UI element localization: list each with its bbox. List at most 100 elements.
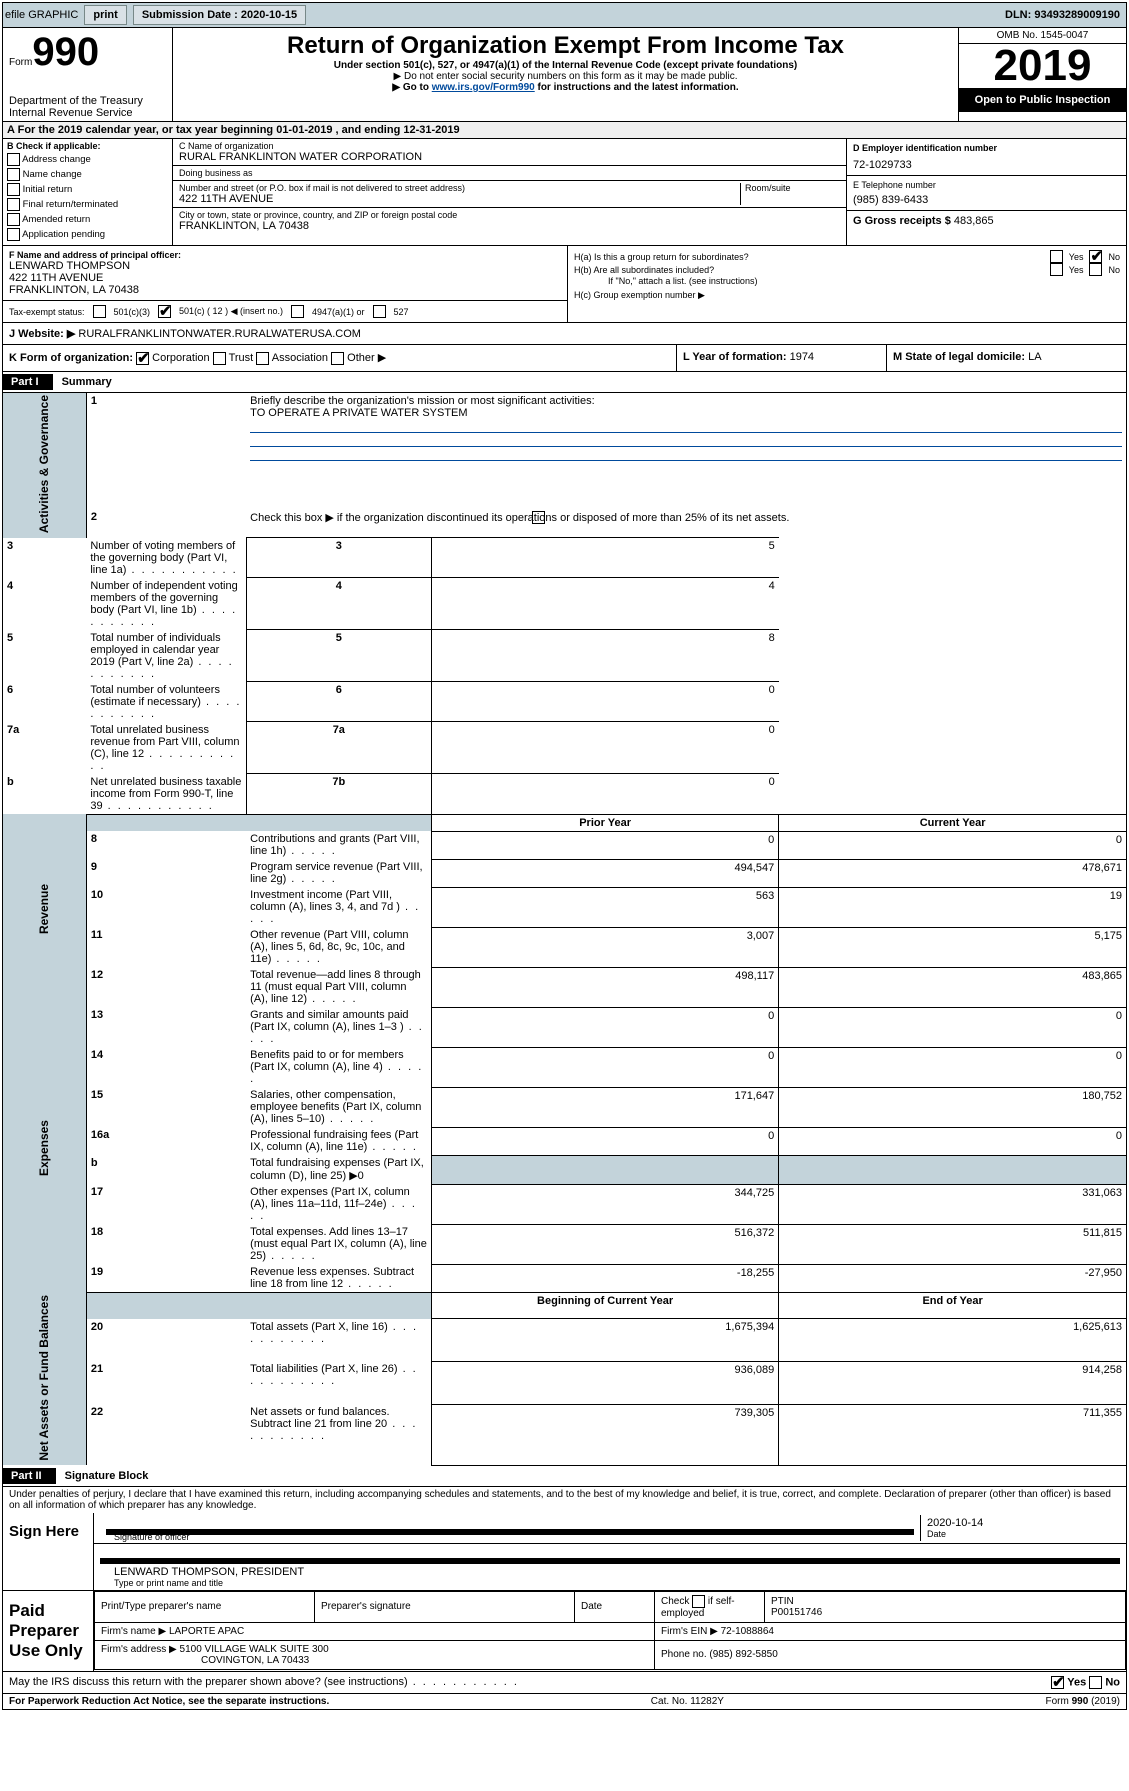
part-1-header: Part I Summary bbox=[3, 372, 1126, 393]
chk-trust[interactable] bbox=[213, 352, 226, 365]
line-b-prior bbox=[431, 1155, 778, 1184]
line-14-current: 0 bbox=[779, 1047, 1126, 1087]
f-h-section: F Name and address of principal officer:… bbox=[3, 246, 1126, 323]
line-18-prior: 516,372 bbox=[431, 1224, 778, 1264]
line-16a-current: 0 bbox=[779, 1127, 1126, 1155]
ha-yes[interactable] bbox=[1050, 250, 1063, 263]
box-c: C Name of organization RURAL FRANKLINTON… bbox=[173, 139, 846, 245]
line-12-current: 483,865 bbox=[779, 967, 1126, 1007]
chk-self-employed[interactable] bbox=[692, 1595, 705, 1608]
chk-initial-return[interactable]: Initial return bbox=[7, 183, 168, 196]
line-21-prior: 936,089 bbox=[431, 1361, 778, 1404]
form-990: efile GRAPHIC print Submission Date : 20… bbox=[2, 2, 1127, 1710]
line-12-prior: 498,117 bbox=[431, 967, 778, 1007]
submission-date-label: Submission Date : bbox=[142, 9, 238, 21]
gross-receipts: G Gross receipts $ 483,865 bbox=[847, 211, 1126, 231]
form-number: Form990 bbox=[9, 30, 166, 75]
org-name: RURAL FRANKLINTON WATER CORPORATION bbox=[179, 151, 840, 163]
signature-date: 2020-10-14 bbox=[927, 1517, 1114, 1529]
line-9-prior: 494,547 bbox=[431, 859, 778, 887]
firm-ein: 72-1088864 bbox=[721, 1626, 774, 1637]
box-h: H(a) Is this a group return for subordin… bbox=[568, 246, 1126, 322]
submission-date-button[interactable]: Submission Date : 2020-10-15 bbox=[133, 5, 306, 25]
line-10-prior: 563 bbox=[431, 887, 778, 927]
ptin: P00151746 bbox=[771, 1607, 822, 1618]
discuss-no[interactable] bbox=[1089, 1676, 1102, 1689]
line-20-prior: 1,675,394 bbox=[431, 1319, 778, 1362]
chk-527[interactable] bbox=[373, 305, 386, 318]
instructions-note: ▶ Go to www.irs.gov/Form990 for instruct… bbox=[183, 82, 948, 93]
form-header: Form990 Department of the Treasury Inter… bbox=[3, 28, 1126, 122]
chk-corp[interactable] bbox=[136, 352, 149, 365]
chk-assoc[interactable] bbox=[256, 352, 269, 365]
print-button[interactable]: print bbox=[84, 5, 126, 25]
chk-address-change[interactable]: Address change bbox=[7, 153, 168, 166]
instructions-link[interactable]: www.irs.gov/Form990 bbox=[432, 82, 535, 93]
discuss-yes[interactable] bbox=[1051, 1676, 1064, 1689]
ein: 72-1029733 bbox=[853, 159, 1120, 171]
paid-preparer-block: Paid Preparer Use Only Print/Type prepar… bbox=[3, 1591, 1126, 1672]
line-11-current: 5,175 bbox=[779, 927, 1126, 967]
efile-label: efile GRAPHIC bbox=[5, 9, 78, 21]
line-17-current: 331,063 bbox=[779, 1184, 1126, 1224]
line-17-prior: 344,725 bbox=[431, 1184, 778, 1224]
chk-other[interactable] bbox=[331, 352, 344, 365]
chk-4947[interactable] bbox=[291, 305, 304, 318]
top-bar: efile GRAPHIC print Submission Date : 20… bbox=[3, 3, 1126, 28]
firm-addr2: COVINGTON, LA 70433 bbox=[101, 1655, 309, 1666]
line-8-prior: 0 bbox=[431, 831, 778, 859]
open-inspection-badge: Open to Public Inspection bbox=[959, 88, 1126, 112]
tax-year: 2019 bbox=[959, 44, 1126, 88]
line-13-current: 0 bbox=[779, 1007, 1126, 1047]
chk-501c3[interactable] bbox=[93, 305, 106, 318]
line-5-value: 8 bbox=[431, 630, 778, 682]
line-3-value: 5 bbox=[431, 538, 778, 578]
line-8-current: 0 bbox=[779, 831, 1126, 859]
street-address: 422 11TH AVENUE bbox=[179, 193, 740, 205]
form-subtitle: Under section 501(c), 527, or 4947(a)(1)… bbox=[183, 60, 948, 71]
line-19-prior: -18,255 bbox=[431, 1264, 778, 1293]
line-13-prior: 0 bbox=[431, 1007, 778, 1047]
line-21-current: 914,258 bbox=[779, 1361, 1126, 1404]
ssn-note: ▶ Do not enter social security numbers o… bbox=[183, 71, 948, 82]
officer-name: LENWARD THOMPSON, PRESIDENT bbox=[114, 1566, 1120, 1578]
box-j: J Website: ▶ RURALFRANKLINTONWATER.RURAL… bbox=[3, 323, 1126, 345]
mission-text: TO OPERATE A PRIVATE WATER SYSTEM bbox=[250, 407, 467, 419]
telephone: (985) 839-6433 bbox=[853, 194, 1120, 206]
box-f: F Name and address of principal officer:… bbox=[9, 250, 561, 296]
chk-app-pending[interactable]: Application pending bbox=[7, 228, 168, 241]
chk-name-change[interactable]: Name change bbox=[7, 168, 168, 181]
year-formation: 1974 bbox=[790, 351, 814, 363]
header-boxes: B Check if applicable: Address change Na… bbox=[3, 139, 1126, 246]
perjury-statement: Under penalties of perjury, I declare th… bbox=[3, 1487, 1126, 1513]
line-10-current: 19 bbox=[779, 887, 1126, 927]
department-label: Department of the Treasury Internal Reve… bbox=[9, 95, 166, 119]
line-18-current: 511,815 bbox=[779, 1224, 1126, 1264]
website-value: RURALFRANKLINTONWATER.RURALWATERUSA.COM bbox=[78, 328, 361, 340]
hb-no[interactable] bbox=[1089, 263, 1102, 276]
line-22-current: 711,355 bbox=[779, 1404, 1126, 1465]
hb-yes[interactable] bbox=[1050, 263, 1063, 276]
line-15-current: 180,752 bbox=[779, 1087, 1126, 1127]
domicile-state: LA bbox=[1028, 351, 1041, 363]
line-16a-prior: 0 bbox=[431, 1127, 778, 1155]
line-20-current: 1,625,613 bbox=[779, 1319, 1126, 1362]
line-11-prior: 3,007 bbox=[431, 927, 778, 967]
city-state-zip: FRANKLINTON, LA 70438 bbox=[179, 220, 840, 232]
line-b-current bbox=[779, 1155, 1126, 1184]
tax-period-row: A For the 2019 calendar year, or tax yea… bbox=[3, 122, 1126, 139]
chk-501c[interactable] bbox=[158, 305, 171, 318]
chk-amended[interactable]: Amended return bbox=[7, 213, 168, 226]
box-k-l-m: K Form of organization: Corporation Trus… bbox=[3, 345, 1126, 372]
firm-phone: (985) 892-5850 bbox=[709, 1649, 777, 1660]
chk-final-return[interactable]: Final return/terminated bbox=[7, 198, 168, 211]
footer: For Paperwork Reduction Act Notice, see … bbox=[3, 1694, 1126, 1709]
form-title: Return of Organization Exempt From Incom… bbox=[183, 32, 948, 60]
dln: DLN: 93493289009190 bbox=[1005, 9, 1124, 21]
ha-no[interactable] bbox=[1089, 250, 1102, 263]
firm-name: LAPORTE APAC bbox=[169, 1626, 244, 1637]
box-d-e-g: D Employer identification number 72-1029… bbox=[846, 139, 1126, 245]
sign-here-block: Sign Here 2020-10-14 Date Signature of o… bbox=[3, 1513, 1126, 1591]
submission-date-value: 2020-10-15 bbox=[241, 9, 297, 21]
chk-discontinued[interactable] bbox=[532, 511, 545, 524]
